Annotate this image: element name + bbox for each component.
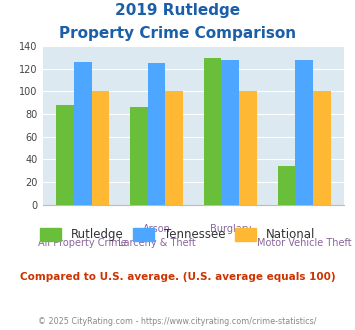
Bar — [92, 91, 109, 205]
Bar — [295, 60, 313, 205]
Bar — [56, 105, 74, 205]
Bar — [74, 62, 92, 205]
Text: 2019 Rutledge: 2019 Rutledge — [115, 3, 240, 18]
Text: Motor Vehicle Theft: Motor Vehicle Theft — [257, 238, 351, 248]
Bar — [313, 91, 331, 205]
Bar — [165, 91, 183, 205]
Text: Compared to U.S. average. (U.S. average equals 100): Compared to U.S. average. (U.S. average … — [20, 272, 335, 282]
Text: Larceny & Theft: Larceny & Theft — [118, 238, 196, 248]
Bar — [148, 63, 165, 205]
Bar — [204, 57, 222, 205]
Bar — [130, 107, 148, 205]
Text: All Property Crime: All Property Crime — [38, 238, 127, 248]
Bar — [278, 166, 295, 205]
Text: © 2025 CityRating.com - https://www.cityrating.com/crime-statistics/: © 2025 CityRating.com - https://www.city… — [38, 317, 317, 326]
Text: Arson: Arson — [143, 224, 170, 234]
Text: Property Crime Comparison: Property Crime Comparison — [59, 26, 296, 41]
Bar — [222, 60, 239, 205]
Bar — [239, 91, 257, 205]
Text: Burglary: Burglary — [209, 224, 251, 234]
Legend: Rutledge, Tennessee, National: Rutledge, Tennessee, National — [36, 224, 320, 246]
